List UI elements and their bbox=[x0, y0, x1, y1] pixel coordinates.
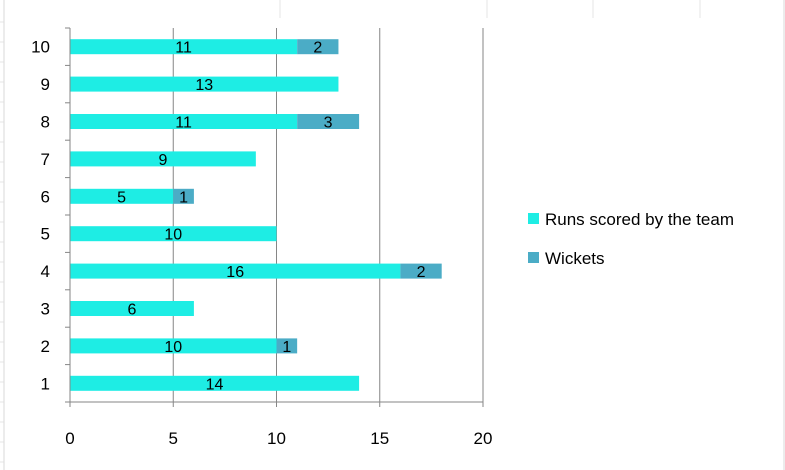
legend-swatch-wickets bbox=[528, 252, 539, 263]
bars bbox=[70, 39, 442, 391]
data-label-runs-9: 13 bbox=[195, 77, 213, 94]
y-tick-label-1: 1 bbox=[41, 374, 50, 393]
x-tick-label-20: 20 bbox=[474, 429, 493, 448]
data-label-wickets-2: 1 bbox=[282, 339, 291, 356]
y-axis-tick-labels: 1 2 3 4 5 6 7 8 9 10 bbox=[31, 38, 50, 394]
x-tick-label-0: 0 bbox=[65, 429, 74, 448]
bar-runs-1 bbox=[70, 375, 360, 391]
bar-wickets-2 bbox=[276, 338, 298, 354]
data-label-wickets-10: 2 bbox=[313, 40, 322, 57]
legend-swatch-runs bbox=[528, 213, 539, 224]
bar-runs-4 bbox=[70, 263, 401, 279]
x-axis-tick-labels: 0 5 10 15 20 bbox=[65, 429, 492, 448]
bar-runs-5 bbox=[70, 226, 277, 242]
bar-runs-3 bbox=[70, 301, 194, 316]
data-label-runs-7: 9 bbox=[158, 152, 167, 169]
x-tick-label-5: 5 bbox=[169, 429, 178, 448]
data-label-wickets-6: 1 bbox=[179, 189, 188, 206]
bar-runs-8 bbox=[70, 114, 298, 129]
x-tick-label-15: 15 bbox=[370, 429, 389, 448]
data-label-runs-1: 14 bbox=[206, 376, 224, 393]
bar-runs-6 bbox=[70, 188, 174, 204]
data-label-runs-3: 6 bbox=[127, 302, 136, 319]
y-tick-label-6: 6 bbox=[41, 187, 50, 206]
data-label-runs-10: 11 bbox=[175, 40, 192, 57]
bar-wickets-4 bbox=[400, 263, 442, 279]
data-label-wickets-8: 3 bbox=[324, 115, 333, 132]
bar-runs-9 bbox=[70, 76, 339, 92]
y-tick-label-7: 7 bbox=[41, 150, 50, 169]
data-label-runs-6: 5 bbox=[117, 189, 126, 206]
data-label-runs-5: 10 bbox=[164, 227, 182, 244]
y-tick-label-3: 3 bbox=[41, 300, 50, 319]
y-tick-label-2: 2 bbox=[41, 337, 50, 356]
bar-runs-2 bbox=[70, 338, 277, 354]
axes bbox=[65, 27, 484, 407]
y-tick-label-10: 10 bbox=[31, 38, 50, 57]
x-tick-label-10: 10 bbox=[267, 429, 286, 448]
legend-label-runs: Runs scored by the team bbox=[545, 210, 734, 229]
y-tick-label-5: 5 bbox=[41, 225, 50, 244]
y-tick-label-9: 9 bbox=[41, 75, 50, 94]
bar-wickets-6 bbox=[173, 188, 194, 204]
data-label-runs-8: 11 bbox=[175, 115, 192, 132]
data-label-runs-2: 10 bbox=[164, 339, 182, 356]
y-tick-label-4: 4 bbox=[41, 262, 50, 281]
data-label-wickets-4: 2 bbox=[417, 264, 426, 281]
data-label-runs-4: 16 bbox=[226, 264, 244, 281]
legend-label-wickets: Wickets bbox=[545, 249, 605, 268]
y-tick-label-8: 8 bbox=[41, 113, 50, 132]
bar-wickets-10 bbox=[297, 39, 339, 55]
bar-runs-10 bbox=[70, 39, 298, 55]
legend: Runs scored by the team Wickets bbox=[528, 210, 734, 268]
bar-wickets-8 bbox=[297, 114, 360, 129]
bar-runs-7 bbox=[70, 151, 256, 167]
